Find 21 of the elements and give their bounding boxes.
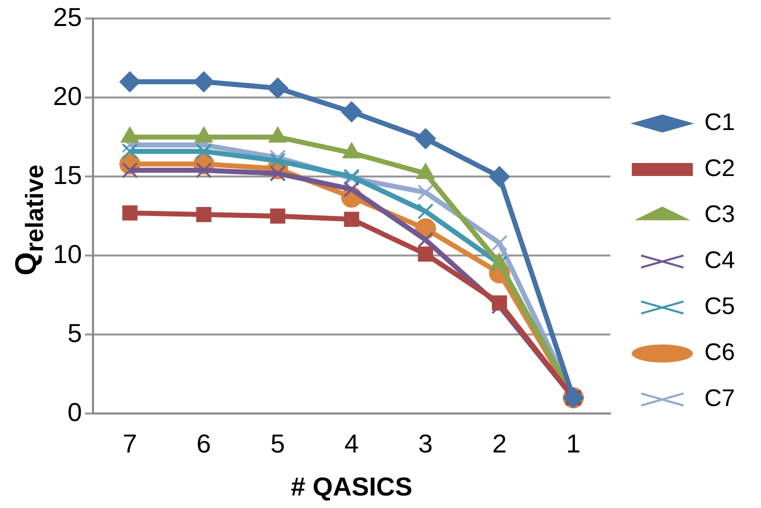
x-tick-label: 3 <box>418 428 433 458</box>
x-axis-title: # QASICS <box>290 472 412 502</box>
legend-label: C5 <box>704 293 736 320</box>
legend-label: C2 <box>704 155 736 182</box>
x-tick-label: 1 <box>566 428 581 458</box>
y-tick-label: 15 <box>53 160 82 190</box>
x-tick-label: 2 <box>492 428 507 458</box>
y-tick-label: 0 <box>67 396 82 427</box>
x-tick-label: 7 <box>122 428 138 458</box>
x-tick-label: 4 <box>344 428 359 458</box>
x-tick-label: 5 <box>270 428 285 458</box>
x-tick-label: 6 <box>196 428 212 458</box>
y-tick-label: 25 <box>53 2 82 32</box>
legend-label: C7 <box>704 385 736 412</box>
legend-label: C3 <box>704 201 736 228</box>
y-tick-label: 10 <box>53 238 82 269</box>
y-tick-label: 5 <box>67 318 82 348</box>
legend-label: C4 <box>704 247 736 274</box>
y-tick-label: 20 <box>53 80 82 111</box>
legend-label: C6 <box>704 339 736 366</box>
legend-label: C1 <box>704 109 736 136</box>
